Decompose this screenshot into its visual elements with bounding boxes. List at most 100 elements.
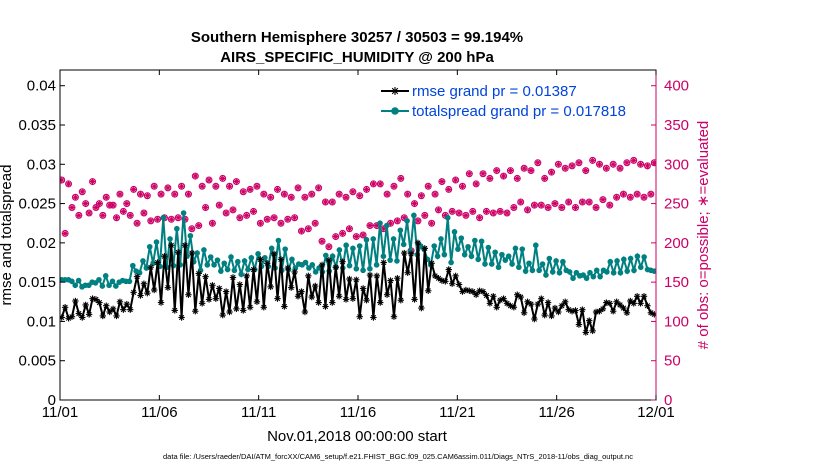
obs-evaluated-point: [565, 199, 572, 205]
spread-point: [468, 253, 475, 260]
spread-point: [621, 256, 627, 263]
rmse-point: [277, 256, 285, 263]
obs-evaluated-point: [623, 159, 630, 166]
rmse-point: [435, 275, 442, 282]
left-tick-label: 0.01: [27, 313, 56, 330]
rmse-point: [250, 266, 257, 273]
rmse-point: [216, 285, 223, 292]
right-tick-label: 0: [664, 392, 672, 409]
obs-evaluated-point: [445, 186, 452, 193]
spread-point: [502, 257, 509, 263]
left-tick-label: 0: [48, 392, 56, 409]
rmse-point: [188, 249, 196, 257]
obs-evaluated-point: [343, 194, 350, 201]
rmse-point: [359, 285, 367, 292]
rmse-point: [305, 272, 312, 280]
spread-point: [532, 242, 539, 249]
spread-point: [329, 253, 336, 260]
rmse-point: [582, 329, 589, 336]
obs-evaluated-point: [158, 191, 165, 198]
obs-evaluated-point: [596, 161, 603, 168]
x-tick-label: 11/06: [141, 404, 177, 421]
spread-point: [485, 244, 492, 251]
rmse-point: [514, 291, 521, 298]
rmse-point: [236, 281, 244, 288]
obs-evaluated-point: [647, 191, 654, 198]
spread-point: [512, 245, 519, 252]
rmse-point: [349, 295, 357, 302]
spread-point: [461, 251, 468, 258]
spread-point: [187, 232, 194, 239]
right-tick-label: 350: [664, 117, 689, 134]
obs-evaluated-point: [206, 177, 212, 183]
obs-evaluated-point: [394, 217, 401, 224]
rmse-point: [96, 299, 103, 306]
spread-point: [631, 267, 637, 274]
rmse-point: [452, 272, 459, 280]
obs-evaluated-point: [360, 232, 367, 238]
legend-box: [377, 77, 650, 123]
obs-evaluated-point: [397, 175, 404, 182]
rmse-point: [370, 314, 377, 321]
obs-evaluated-point: [641, 194, 648, 201]
spread-point: [360, 267, 366, 274]
obs-evaluated-point: [476, 214, 483, 221]
spread-point: [549, 269, 556, 275]
spread-point: [207, 254, 214, 260]
rmse-point: [623, 309, 631, 316]
rmse-point: [562, 298, 569, 305]
spread-point: [444, 214, 451, 221]
rmse-point: [130, 289, 137, 296]
rmse-point: [99, 312, 107, 320]
rmse-point: [431, 272, 439, 280]
spread-point: [556, 269, 563, 276]
spread-point: [394, 258, 400, 264]
obs-evaluated-point: [432, 191, 439, 198]
spread-point: [465, 243, 471, 250]
spread-point: [624, 268, 631, 274]
obs-evaluated-point: [555, 161, 562, 168]
spread-point: [516, 264, 522, 271]
spread-point: [350, 245, 356, 252]
spread-point: [455, 246, 461, 252]
obs-evaluated-point: [288, 194, 295, 201]
obs-evaluated-point: [483, 208, 490, 215]
rmse-point: [640, 293, 648, 300]
right-tick-label: 100: [664, 313, 689, 330]
spread-point: [136, 269, 143, 276]
obs-evaluated-point: [346, 225, 353, 232]
y-axis-label-left: rmse and totalspread: [0, 165, 15, 306]
spread-point: [543, 272, 549, 278]
rmse-point: [627, 297, 634, 305]
left-tick-label: 0.02: [27, 235, 56, 252]
obs-evaluated-point: [154, 216, 161, 223]
obs-evaluated-point: [418, 192, 425, 199]
rmse-point: [520, 309, 528, 316]
rmse-point: [301, 308, 309, 316]
spread-point: [323, 252, 329, 259]
obs-evaluated-point: [240, 188, 247, 195]
rmse-point: [363, 297, 370, 304]
spread-point: [593, 267, 600, 274]
rmse-point: [79, 314, 86, 321]
obs-evaluated-point: [452, 177, 459, 183]
rmse-point: [472, 291, 480, 298]
obs-evaluated-point: [267, 194, 274, 201]
rmse-point: [164, 284, 172, 291]
spread-point: [292, 265, 299, 271]
spread-point: [488, 261, 495, 267]
obs-evaluated-point: [387, 220, 394, 227]
rmse-point: [651, 311, 656, 318]
obs-evaluated-point: [459, 183, 466, 190]
obs-evaluated-point: [274, 186, 281, 193]
obs-evaluated-point: [257, 220, 264, 227]
right-tick-label: 50: [664, 353, 681, 370]
rmse-point: [534, 300, 542, 308]
spread-point: [641, 254, 647, 260]
rmse-point: [308, 293, 315, 301]
rmse-point: [510, 304, 518, 311]
rmse-point: [353, 276, 360, 283]
rmse-point: [298, 288, 305, 295]
obs-evaluated-point: [500, 173, 507, 180]
spread-point: [400, 241, 407, 248]
